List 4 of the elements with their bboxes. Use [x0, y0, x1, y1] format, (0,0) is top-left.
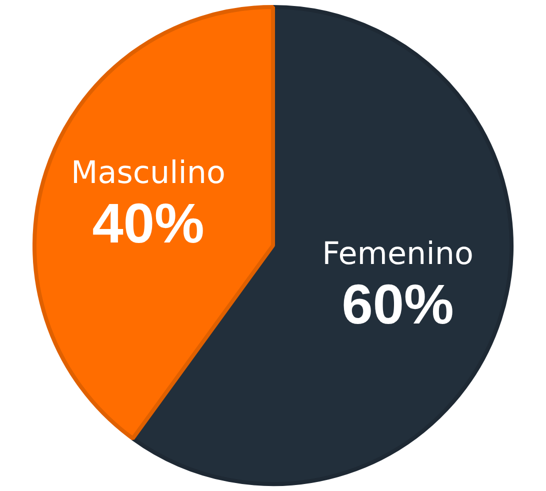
data-label: 60% [342, 272, 454, 336]
slice-label: Femenino [322, 236, 474, 272]
data-label: 40% [92, 191, 204, 254]
slice-label: Masculino [71, 155, 226, 192]
